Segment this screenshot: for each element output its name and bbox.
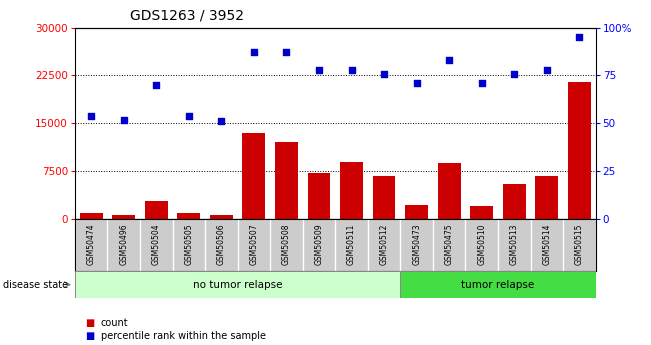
Text: GSM50513: GSM50513 (510, 223, 519, 265)
Point (86, 113, 96, 118)
Text: GSM50512: GSM50512 (380, 223, 389, 265)
Point (346, 67, 357, 72)
Bar (340, 161, 363, 219)
Point (118, 117, 129, 122)
Point (314, 67, 324, 72)
Bar (400, 271, 596, 298)
Bar (178, 213, 201, 219)
Bar (308, 173, 331, 219)
Text: count: count (101, 318, 128, 327)
Bar (243, 133, 266, 219)
Text: GSM50506: GSM50506 (217, 223, 226, 265)
Text: GSM50514: GSM50514 (542, 223, 551, 265)
Bar (113, 215, 135, 219)
Text: GSM50505: GSM50505 (184, 223, 193, 265)
Text: GSM50504: GSM50504 (152, 223, 161, 265)
Text: GSM50473: GSM50473 (412, 223, 421, 265)
Bar (75, 271, 400, 298)
Point (574, 34, 585, 40)
Text: GDS1263 / 3952: GDS1263 / 3952 (130, 9, 244, 23)
Point (411, 80, 422, 86)
Bar (438, 163, 461, 219)
Bar (145, 201, 168, 219)
Text: GSM50515: GSM50515 (575, 223, 584, 265)
Text: tumor relapse: tumor relapse (462, 280, 534, 289)
Bar (568, 82, 591, 219)
Bar (373, 176, 396, 219)
Point (151, 82, 161, 88)
Text: GSM50510: GSM50510 (477, 223, 486, 265)
Bar (536, 176, 559, 219)
Text: GSM50509: GSM50509 (314, 223, 324, 265)
Point (249, 50, 259, 55)
Text: GSM50507: GSM50507 (249, 223, 258, 265)
Text: GSM50474: GSM50474 (87, 223, 96, 265)
Point (509, 71, 519, 76)
Text: percentile rank within the sample: percentile rank within the sample (101, 332, 266, 341)
Point (444, 57, 454, 63)
Text: ■: ■ (85, 332, 94, 341)
Text: GSM50511: GSM50511 (347, 223, 356, 265)
Point (184, 113, 194, 118)
Point (477, 80, 487, 86)
Point (281, 50, 292, 55)
Bar (275, 142, 298, 219)
Text: GSM50508: GSM50508 (282, 223, 291, 265)
Bar (405, 205, 428, 219)
Text: no tumor relapse: no tumor relapse (193, 280, 283, 289)
Text: ■: ■ (85, 318, 94, 327)
Text: GSM50475: GSM50475 (445, 223, 454, 265)
Text: disease state: disease state (3, 280, 68, 289)
Point (379, 71, 389, 76)
Bar (503, 184, 526, 219)
Bar (210, 215, 233, 219)
Point (216, 119, 227, 124)
Bar (471, 206, 493, 219)
Bar (80, 213, 103, 219)
Text: GSM50496: GSM50496 (119, 223, 128, 265)
Point (542, 67, 552, 72)
